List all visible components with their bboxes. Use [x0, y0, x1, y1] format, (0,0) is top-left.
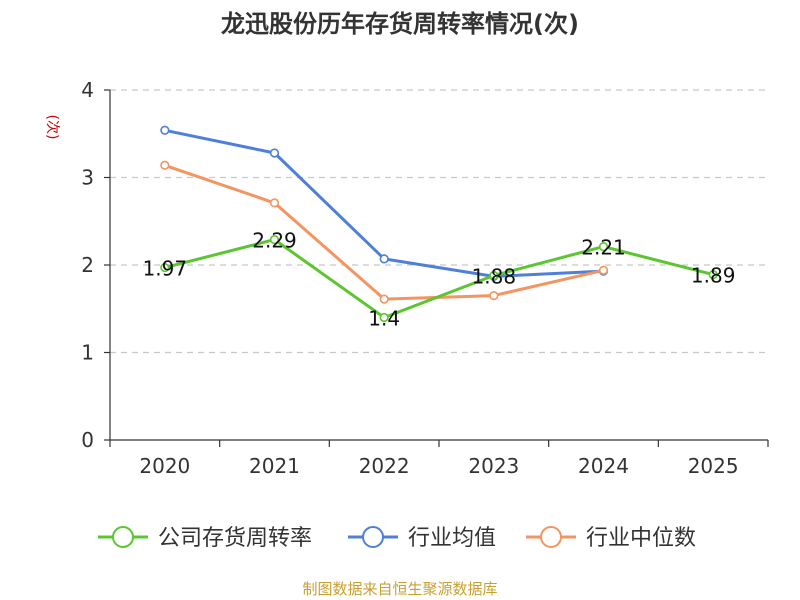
data-label-2022: 1.4	[368, 307, 400, 331]
series-point-2-2020[interactable]	[160, 160, 170, 170]
x-tick-label-2025: 2025	[688, 454, 739, 478]
data-label-2021: 2.29	[252, 229, 297, 253]
series-line-2	[164, 163, 604, 301]
series-point-0-2022[interactable]	[379, 312, 389, 323]
series-point-1-2021[interactable]	[269, 148, 280, 158]
legend-marker-0[interactable]	[112, 526, 134, 548]
series-point-0-2021[interactable]	[269, 235, 280, 245]
series-point-0-2020[interactable]	[160, 263, 170, 273]
series-point-1-2022[interactable]	[379, 254, 389, 264]
data-label-2024: 2.21	[581, 236, 626, 260]
axes: 0 1 2 3 4 2020 2021 2022 2023 2024 2025	[81, 78, 769, 478]
legend-marker-2[interactable]	[540, 526, 562, 548]
data-label-2020: 1.97	[143, 257, 188, 281]
legend-label-1[interactable]: 行业均值	[408, 526, 496, 551]
chart-title: 龙迅股份历年存货周转率情况(次)	[221, 10, 579, 38]
x-tick-label-2021: 2021	[249, 454, 300, 478]
legend-label-0[interactable]: 公司存货周转率	[158, 526, 312, 551]
y-tick-label: 0	[81, 428, 94, 452]
data-label-2025: 1.89	[691, 264, 736, 288]
grid-lines	[110, 89, 768, 354]
data-labels: 1.97 2.29 1.4 1.88 2.21 1.89	[143, 229, 736, 331]
legend[interactable]: 公司存货周转率 行业均值 行业中位数	[98, 526, 696, 551]
legend-label-2[interactable]: 行业中位数	[586, 526, 696, 551]
series-point-1-2020[interactable]	[160, 125, 170, 135]
series-line-0	[164, 238, 714, 319]
series-point-0-2024[interactable]	[598, 242, 609, 252]
series-point-2-2022[interactable]	[379, 294, 389, 304]
series-point-0-2023[interactable]	[489, 270, 499, 281]
y-axis-label: (次)	[44, 115, 60, 140]
source-note: 制图数据来自恒生聚源数据库	[302, 580, 497, 598]
legend-marker-1[interactable]	[362, 526, 384, 548]
data-label-2023: 1.88	[472, 265, 517, 289]
x-tick-label-2024: 2024	[578, 454, 629, 478]
x-tick-label-2022: 2022	[359, 454, 410, 478]
series-lines	[160, 125, 718, 323]
y-tick-label: 4	[81, 78, 94, 102]
series-point-2-2024[interactable]	[598, 265, 609, 275]
series-point-0-2025[interactable]	[708, 270, 718, 280]
y-tick-label: 3	[81, 166, 94, 190]
x-tick-label-2023: 2023	[468, 454, 519, 478]
y-tick-label: 2	[81, 253, 94, 277]
x-tick-label-2020: 2020	[139, 454, 190, 478]
series-point-2-2023[interactable]	[489, 291, 499, 301]
y-tick-label: 1	[81, 341, 94, 365]
series-point-2-2021[interactable]	[269, 198, 280, 208]
